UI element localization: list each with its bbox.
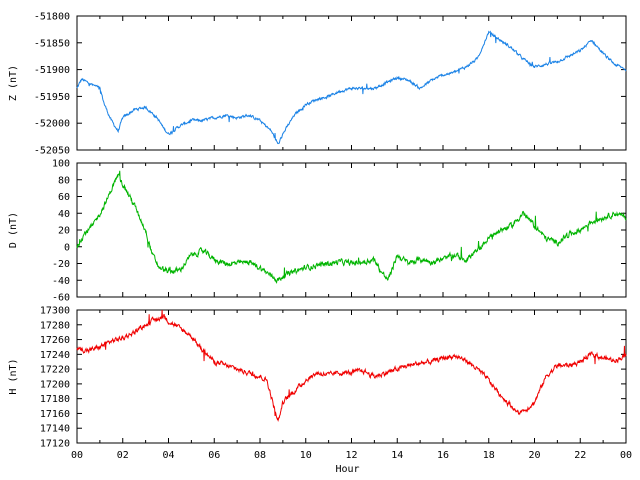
z-ylabel: Z (nT) [8,65,19,101]
d-ytick-label: -20 [52,259,70,270]
x-tick-label: 06 [208,450,220,461]
z-ytick-label: -52000 [34,119,70,130]
z-series-line [76,30,627,145]
z-ytick-label: -51900 [34,65,70,76]
h-ylabel: H (nT) [8,358,19,394]
d-ylabel: D (nT) [8,212,19,248]
x-tick-label: 20 [528,450,540,461]
h-ytick-label: 17280 [40,320,70,331]
z-ytick-label: -51850 [34,38,70,49]
x-tick-label: 08 [254,450,266,461]
z-panel-frame [76,15,627,151]
h-ytick-label: 17240 [40,350,70,361]
x-tick-label: 04 [162,450,174,461]
x-tick-label: 12 [345,450,357,461]
h-panel-frame [76,309,627,444]
d-ytick-label: 20 [58,226,70,237]
h-ytick-label: 17300 [40,306,70,317]
x-tick-label: 22 [574,450,586,461]
x-tick-label: 18 [483,450,495,461]
d-ytick-label: 0 [64,242,70,253]
h-ytick-label: 17220 [40,365,70,376]
d-panel-frame [76,162,627,298]
h-ytick-label: 17140 [40,424,70,435]
z-ytick-label: -51800 [34,12,70,23]
d-ytick-label: 60 [58,192,70,203]
z-ytick-label: -51950 [34,92,70,103]
d-ytick-label: -40 [52,276,70,287]
h-ytick-label: 17260 [40,335,70,346]
d-ytick-label: 40 [58,209,70,220]
d-ytick-label: 100 [52,159,70,170]
d-ytick-label: 80 [58,175,70,186]
h-ytick-label: 17160 [40,409,70,420]
z-ytick-label: -52050 [34,146,70,157]
h-ytick-label: 17180 [40,394,70,405]
h-ytick-label: 17200 [40,379,70,390]
x-axis-title: Hour [335,464,359,475]
h-ytick-label: 17120 [40,439,70,450]
d-series-line [76,170,627,284]
x-tick-label: 16 [437,450,449,461]
d-ytick-label: -60 [52,293,70,304]
x-tick-label: 14 [391,450,403,461]
x-tick-label: 00 [620,450,632,461]
x-tick-label: 00 [71,450,83,461]
h-series-line [76,309,627,422]
x-tick-label: 10 [300,450,312,461]
x-tick-label: 02 [117,450,129,461]
